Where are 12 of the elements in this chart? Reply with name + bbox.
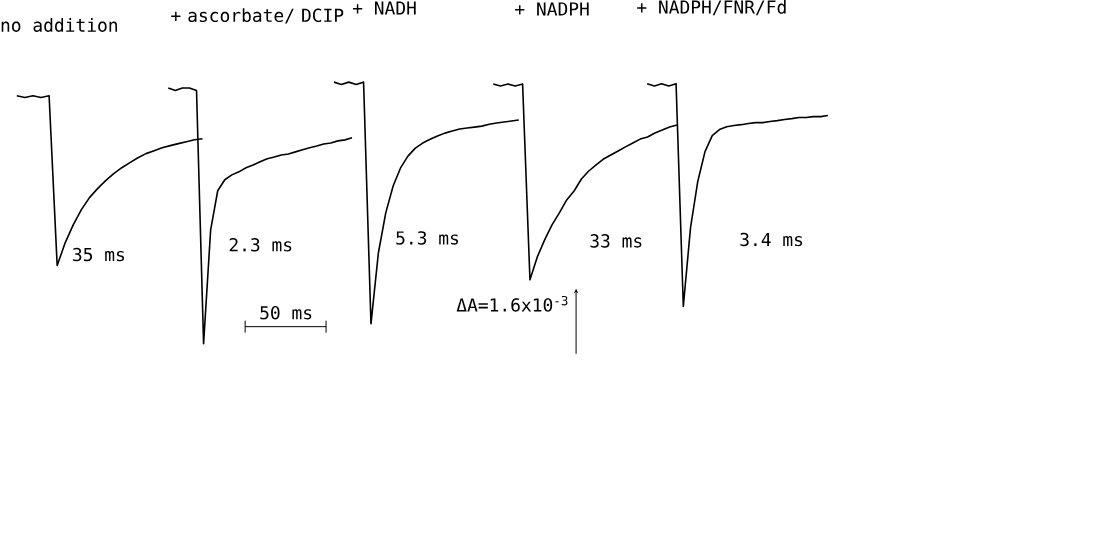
annotation: 2.3 ms <box>229 238 292 252</box>
chart-title: + ascorbate/ DCIP <box>171 8 344 24</box>
chart-title: + NADH <box>352 1 416 15</box>
annotation: 3.4 ms <box>740 232 803 247</box>
chart-title: no addition <box>1 18 118 32</box>
annotation: 33 ms <box>590 234 642 248</box>
chart-title: + NADPH/FNR/Fd <box>637 0 786 16</box>
annotation: ΔA=1.6x10$^{-3}$ <box>456 295 568 312</box>
annotation: 5.3 ms <box>396 231 459 245</box>
annotation: 35 ms <box>73 247 125 262</box>
annotation: 50 ms <box>260 306 312 320</box>
chart-title: + NADPH <box>515 2 589 16</box>
